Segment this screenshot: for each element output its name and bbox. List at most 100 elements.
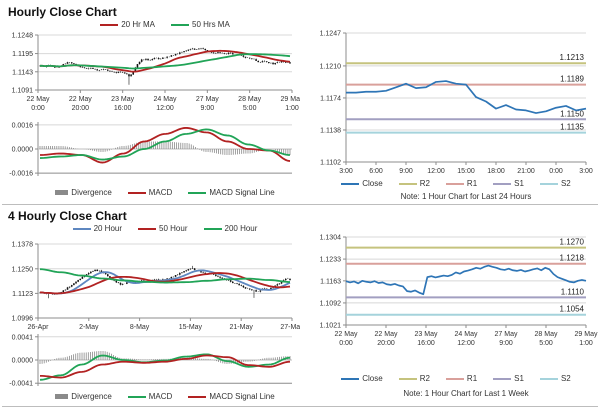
- line-swatch: [188, 191, 207, 194]
- line-swatch: [203, 227, 222, 230]
- legend-label: MACD Signal Line: [209, 392, 275, 401]
- hourly-macd-chart: -0.0016 0.0000 0.0016: [9, 122, 292, 178]
- line-swatch: [100, 23, 119, 26]
- legend-item: 50 Hrs MA: [171, 20, 230, 29]
- pivot-value-label: 1.1135: [560, 123, 584, 132]
- bottom-divider: [2, 406, 598, 407]
- line-swatch: [188, 395, 207, 398]
- svg-text:27-May: 27-May: [280, 324, 300, 331]
- svg-text:1.1092: 1.1092: [320, 300, 342, 307]
- bar-swatch: [55, 394, 69, 399]
- week-pivot-legend: Close R2 R1 S1 S2: [322, 374, 590, 383]
- svg-text:22 May: 22 May: [335, 331, 358, 338]
- svg-text:22 May: 22 May: [27, 96, 50, 103]
- svg-text:23 May: 23 May: [111, 96, 134, 103]
- h4-chart-title: 4 Hourly Close Chart: [8, 209, 127, 223]
- svg-text:9:00: 9:00: [499, 340, 513, 347]
- svg-text:28 May: 28 May: [238, 96, 261, 103]
- line-swatch: [341, 182, 360, 185]
- svg-text:0:00: 0:00: [339, 340, 353, 347]
- week-pivot-chart: 1.1021 1.1092 1.1163 1.1233 1.1304 22 May 0:00…: [320, 235, 598, 348]
- line-swatch: [445, 377, 464, 380]
- legend-label: 20 Hour: [93, 224, 123, 233]
- legend-item: R2: [398, 179, 430, 188]
- svg-text:0.0016: 0.0016: [12, 122, 34, 129]
- hourly-price-chart: 1.1091 1.1143 1.1195 1.1248 22 May 0:00 22 May…: [12, 33, 300, 113]
- svg-text:1.1174: 1.1174: [320, 95, 341, 102]
- svg-text:0:00: 0:00: [31, 105, 45, 112]
- legend-label: MACD Signal Line: [209, 188, 275, 197]
- svg-text:0:00: 0:00: [549, 168, 563, 175]
- legend-label: 50 Hrs MA: [192, 20, 230, 29]
- svg-text:1.1304: 1.1304: [320, 235, 342, 242]
- line-swatch: [398, 182, 417, 185]
- legend-label: S2: [560, 179, 571, 188]
- h4-macd-legend: Divergence MACD MACD Signal Line: [30, 392, 300, 401]
- legend-item: MACD Signal Line: [188, 188, 275, 197]
- h1-pivot-legend: Close R2 R1 S1 S2: [322, 179, 590, 188]
- svg-text:29 May: 29 May: [575, 331, 598, 338]
- line-swatch: [493, 377, 512, 380]
- svg-text:1.1210: 1.1210: [320, 63, 342, 70]
- svg-text:1.1250: 1.1250: [12, 266, 34, 273]
- svg-text:0.0041: 0.0041: [12, 334, 34, 341]
- legend-item: 20 Hr MA: [100, 20, 155, 29]
- svg-text:20:00: 20:00: [72, 105, 90, 112]
- svg-text:-0.0016: -0.0016: [9, 171, 33, 178]
- legend-item: Divergence: [55, 188, 112, 197]
- svg-text:16:00: 16:00: [114, 105, 132, 112]
- line-swatch: [138, 227, 157, 230]
- svg-text:3:00: 3:00: [579, 168, 593, 175]
- svg-text:9:00: 9:00: [399, 168, 413, 175]
- svg-text:15:00: 15:00: [457, 168, 475, 175]
- svg-text:0.0000: 0.0000: [12, 147, 34, 154]
- svg-text:6:00: 6:00: [369, 168, 383, 175]
- legend-item: MACD Signal Line: [188, 392, 275, 401]
- svg-text:1:00: 1:00: [579, 340, 593, 347]
- svg-text:2-May: 2-May: [79, 324, 99, 331]
- section-divider: [2, 204, 598, 205]
- legend-item: 20 Hour: [72, 224, 123, 233]
- legend-item: S2: [539, 374, 571, 383]
- h4-price-chart: 1.0996 1.1123 1.1250 1.1378 26-Apr 2-May 8-May…: [12, 242, 300, 332]
- pivot-value-label: 1.1054: [560, 305, 585, 314]
- svg-text:12:00: 12:00: [156, 105, 174, 112]
- legend-label: Divergence: [71, 392, 112, 401]
- svg-text:24 May: 24 May: [455, 331, 478, 338]
- line-swatch: [72, 227, 91, 230]
- legend-item: R1: [445, 374, 477, 383]
- svg-text:29 May: 29 May: [281, 96, 300, 103]
- line-swatch: [127, 395, 146, 398]
- legend-item: S2: [539, 179, 571, 188]
- svg-text:1.1102: 1.1102: [320, 160, 341, 167]
- line-swatch: [539, 377, 558, 380]
- svg-text:0.0000: 0.0000: [12, 358, 34, 365]
- week-pivot-note: Note: 1 Hour Chart for Last 1 Week: [403, 389, 529, 398]
- svg-text:5:00: 5:00: [539, 340, 553, 347]
- svg-text:5:00: 5:00: [243, 105, 257, 112]
- svg-text:27 May: 27 May: [196, 96, 219, 103]
- svg-text:1:00: 1:00: [285, 105, 299, 112]
- pivot-value-label: 1.1218: [560, 254, 585, 263]
- h4-macd-chart: -0.0041 0.0000 0.0041: [9, 334, 292, 388]
- legend-label: R2: [419, 374, 430, 383]
- legend-item: S1: [493, 179, 524, 188]
- svg-text:20:00: 20:00: [377, 340, 395, 347]
- svg-text:8-May: 8-May: [130, 324, 150, 331]
- svg-text:-0.0041: -0.0041: [9, 381, 33, 388]
- svg-text:21-May: 21-May: [230, 324, 254, 331]
- legend-item: Divergence: [55, 392, 112, 401]
- svg-text:21:00: 21:00: [517, 168, 535, 175]
- svg-text:1.1021: 1.1021: [320, 323, 342, 330]
- legend-label: S1: [514, 374, 524, 383]
- h1-pivot-chart: 1.1102 1.1138 1.1174 1.1210 1.1247 3:00 6:00 9:…: [320, 31, 593, 176]
- bar-swatch: [55, 190, 69, 195]
- svg-text:9:00: 9:00: [201, 105, 215, 112]
- svg-text:23 May: 23 May: [415, 331, 438, 338]
- svg-text:1.1248: 1.1248: [12, 33, 34, 40]
- legend-item: 200 Hour: [203, 224, 257, 233]
- pivot-value-label: 1.1150: [560, 109, 584, 118]
- h1-pivot-note: Note: 1 Hour Chart for Last 24 Hours: [400, 192, 532, 201]
- svg-text:1.1091: 1.1091: [12, 88, 34, 95]
- legend-item: R1: [445, 179, 477, 188]
